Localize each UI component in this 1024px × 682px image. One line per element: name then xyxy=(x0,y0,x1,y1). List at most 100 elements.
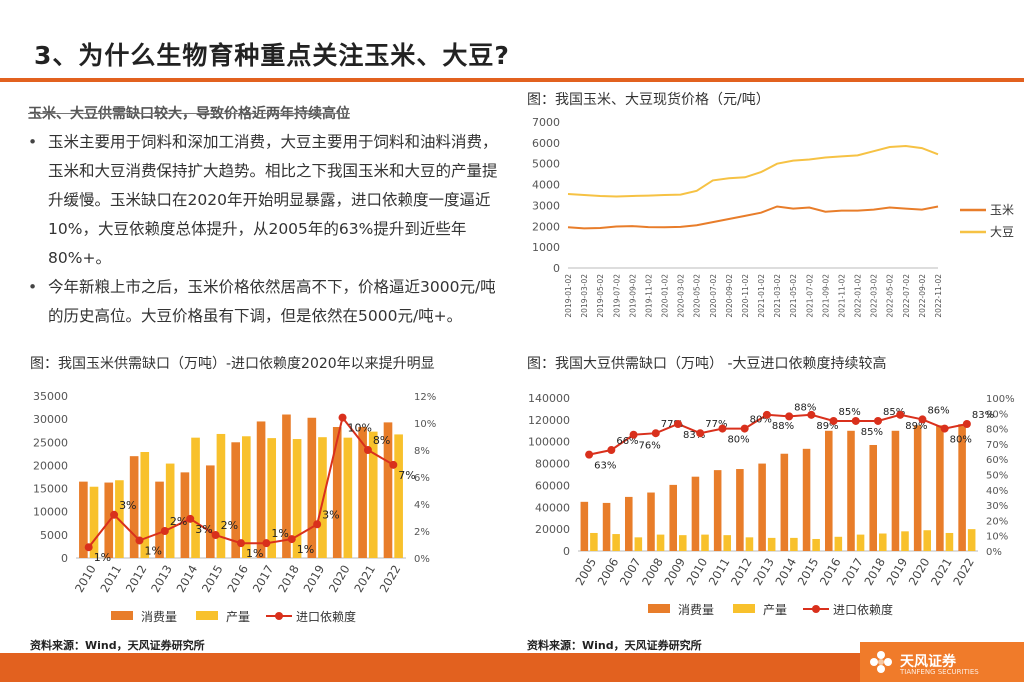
data-label: 89% xyxy=(816,421,838,432)
x-tick-label: 2021-03-02 xyxy=(773,274,782,318)
x-tick-label: 2011 xyxy=(706,556,733,588)
y-tick-label: 60000 xyxy=(535,479,570,492)
x-tick-label: 2021-11-02 xyxy=(837,274,846,318)
x-tick-label: 2022-07-02 xyxy=(902,274,911,318)
bar-production xyxy=(343,437,353,558)
x-tick-label: 2008 xyxy=(639,556,666,588)
x-tick-label: 2007 xyxy=(617,556,644,588)
x-tick-label: 2010 xyxy=(684,556,711,588)
data-label: 2% xyxy=(170,515,187,528)
data-label: 86% xyxy=(927,405,949,416)
dependency-point xyxy=(262,539,271,548)
y2-tick-label: 70% xyxy=(986,440,1008,451)
data-label: 89% xyxy=(905,421,927,432)
x-tick-label: 2021-01-02 xyxy=(757,274,766,318)
dependency-point xyxy=(338,413,347,422)
dependency-point xyxy=(186,514,195,523)
bar-production xyxy=(679,535,687,551)
bar-consumption xyxy=(383,422,393,558)
data-label: 1% xyxy=(144,544,161,557)
x-tick-label: 2021 xyxy=(928,556,955,588)
data-label: 76% xyxy=(639,441,661,452)
y-tick-label: 5000 xyxy=(40,529,68,542)
footer-bar xyxy=(0,653,1024,682)
y2-tick-label: 12% xyxy=(414,392,436,403)
x-tick-label: 2016 xyxy=(224,563,251,595)
x-tick-label: 2022-09-02 xyxy=(918,274,927,318)
x-tick-label: 2013 xyxy=(148,563,175,595)
price-line-chart: 0 1000 2000 3000 4000 5000 6000 7000 2019-01-02 2… xyxy=(532,116,1014,318)
bar-consumption xyxy=(358,427,367,558)
bar-consumption xyxy=(332,427,342,558)
x-tick-label: 2009 xyxy=(661,556,688,588)
y-tick-label: 25000 xyxy=(33,436,68,449)
bar-production xyxy=(612,534,620,551)
data-label: 7% xyxy=(398,469,415,482)
bar-consumption xyxy=(625,496,633,551)
y-tick-label: 100000 xyxy=(528,436,570,449)
bar-consumption xyxy=(129,456,139,558)
y-tick-label: 20000 xyxy=(535,523,570,536)
dependency-point xyxy=(389,460,398,469)
data-label: 8% xyxy=(373,434,390,447)
x-tick-label: 2017 xyxy=(250,563,277,595)
legend-label: 消费量 xyxy=(678,603,714,617)
legend-swatch xyxy=(733,604,755,613)
legend-label: 进口依赖度 xyxy=(833,602,893,617)
y2-tick-label: 2% xyxy=(414,527,430,538)
x-tick-label: 2020-05-02 xyxy=(693,274,702,318)
bar-production xyxy=(723,535,731,551)
bar-production xyxy=(923,530,931,551)
bar-consumption xyxy=(180,472,190,558)
bar-production xyxy=(945,532,954,551)
x-tick-label: 2022-05-02 xyxy=(886,274,895,318)
y2-tick-label: 0% xyxy=(414,554,430,565)
legend-label: 玉米 xyxy=(990,203,1014,217)
bar-production xyxy=(856,534,865,551)
bar-production xyxy=(812,538,820,551)
bar-production xyxy=(834,536,843,551)
data-label: 1% xyxy=(271,527,288,540)
source-left: 资料来源：Wind，天风证券研究所 xyxy=(30,639,205,652)
bar-consumption xyxy=(282,414,291,558)
x-tick-label: 2021 xyxy=(351,563,378,595)
x-tick-label: 2011 xyxy=(97,563,124,595)
dependency-point xyxy=(607,446,616,455)
bar-consumption xyxy=(691,476,700,551)
legend-label: 产量 xyxy=(226,610,250,624)
y-tick-label: 5000 xyxy=(532,158,560,171)
data-label: 66% xyxy=(616,436,638,447)
logo-text: 天风证券 xyxy=(900,654,956,670)
dependency-point xyxy=(629,430,638,439)
data-label: 80% xyxy=(727,435,749,446)
bullet-list: 玉米主要用于饲料和深加工消费，大豆主要用于饲料和油料消费，玉米和大豆消费保持扩大… xyxy=(28,128,503,331)
dependency-point xyxy=(807,410,816,419)
x-tick-label: 2012 xyxy=(123,563,150,595)
y-tick-label: 120000 xyxy=(528,414,570,427)
dependency-point xyxy=(785,412,794,421)
bar-consumption xyxy=(758,463,766,551)
x-tick-label: 2020-09-02 xyxy=(725,274,734,318)
bar-production xyxy=(368,431,378,558)
data-label: 2% xyxy=(221,519,238,532)
data-label: 1% xyxy=(94,551,111,564)
bar-consumption xyxy=(913,425,922,551)
x-tick-label: 2019-01-02 xyxy=(564,274,573,318)
x-tick-label: 2022-11-02 xyxy=(934,274,943,318)
bar-production xyxy=(879,533,887,551)
dependency-point xyxy=(585,450,594,459)
y-tick-label: 35000 xyxy=(33,390,68,403)
data-label: 3% xyxy=(195,523,212,536)
x-tick-label: 2014 xyxy=(772,556,799,588)
bar-consumption xyxy=(602,502,611,551)
dependency-point xyxy=(740,424,749,433)
x-tick-label: 2019-03-02 xyxy=(580,274,589,318)
dependency-point xyxy=(940,424,949,433)
data-label: 88% xyxy=(794,402,816,413)
corn-gap-chart: 0 5000 10000 15000 20000 25000 30000 35000 0% 2% 4… xyxy=(33,390,436,624)
y-tick-label: 15000 xyxy=(33,483,68,496)
y2-tick-label: 30% xyxy=(986,501,1008,512)
dependency-point xyxy=(696,429,705,438)
dependency-point xyxy=(135,536,144,545)
y2-tick-label: 40% xyxy=(986,486,1008,497)
